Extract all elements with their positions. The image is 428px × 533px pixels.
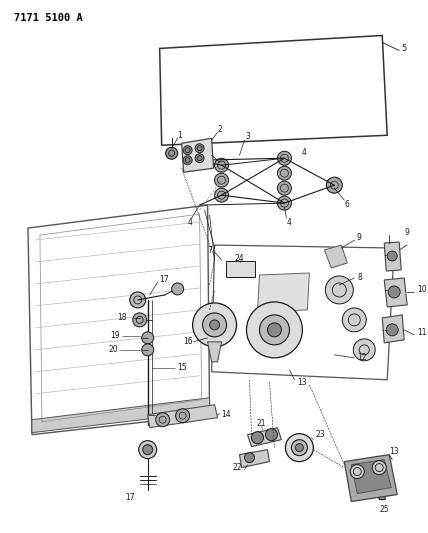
Text: 17: 17 [125, 493, 134, 502]
Text: 13: 13 [297, 378, 307, 387]
Text: 9: 9 [404, 228, 409, 237]
Text: 7: 7 [208, 246, 213, 255]
Text: 2: 2 [217, 125, 222, 134]
Circle shape [350, 465, 364, 479]
Polygon shape [247, 427, 282, 447]
Text: 9: 9 [356, 232, 361, 241]
FancyBboxPatch shape [226, 261, 256, 277]
Circle shape [277, 166, 291, 180]
Circle shape [172, 283, 184, 295]
Circle shape [193, 303, 237, 347]
Circle shape [291, 440, 307, 456]
Text: 10: 10 [417, 286, 427, 294]
Circle shape [268, 323, 282, 337]
Polygon shape [324, 245, 347, 268]
Text: 6: 6 [345, 200, 350, 208]
Text: 25: 25 [379, 505, 389, 514]
Circle shape [214, 188, 229, 202]
Circle shape [202, 313, 226, 337]
Circle shape [142, 344, 154, 356]
Circle shape [388, 286, 400, 298]
Circle shape [183, 156, 192, 165]
Circle shape [247, 302, 303, 358]
Circle shape [183, 146, 192, 155]
Wedge shape [353, 483, 385, 499]
Text: 16: 16 [183, 337, 193, 346]
Circle shape [342, 308, 366, 332]
Text: 11: 11 [417, 328, 427, 337]
Polygon shape [351, 459, 391, 494]
Text: 3: 3 [245, 132, 250, 141]
Text: 20: 20 [108, 345, 118, 354]
Text: 17: 17 [160, 276, 169, 285]
Text: 15: 15 [178, 364, 187, 372]
Text: 23: 23 [315, 430, 325, 439]
Polygon shape [344, 455, 397, 502]
Circle shape [214, 158, 229, 172]
Circle shape [175, 409, 190, 423]
Text: 21: 21 [257, 419, 266, 428]
Text: 1: 1 [177, 131, 182, 140]
Text: 14: 14 [222, 410, 231, 419]
Text: 22: 22 [233, 463, 242, 472]
Circle shape [252, 432, 264, 443]
Polygon shape [384, 242, 401, 271]
Circle shape [195, 154, 204, 163]
Text: 13: 13 [389, 447, 399, 456]
Polygon shape [382, 315, 404, 343]
Circle shape [265, 429, 277, 441]
Text: 8: 8 [357, 273, 362, 282]
Circle shape [130, 292, 146, 308]
Circle shape [142, 332, 154, 344]
Polygon shape [258, 273, 309, 312]
Text: 19: 19 [110, 332, 120, 341]
Circle shape [285, 434, 313, 462]
Circle shape [387, 251, 397, 261]
Circle shape [259, 315, 289, 345]
Circle shape [139, 441, 157, 458]
Text: 12: 12 [357, 353, 367, 362]
Circle shape [295, 443, 303, 451]
Text: 24: 24 [235, 254, 244, 263]
Polygon shape [181, 138, 214, 172]
Text: 18: 18 [117, 313, 127, 322]
Polygon shape [384, 278, 407, 307]
Polygon shape [208, 342, 222, 362]
Circle shape [133, 313, 147, 327]
Text: 5: 5 [401, 44, 407, 53]
Polygon shape [240, 450, 270, 467]
Circle shape [353, 339, 375, 361]
Circle shape [156, 413, 169, 427]
Circle shape [195, 144, 204, 153]
Circle shape [244, 453, 255, 463]
Circle shape [372, 461, 386, 474]
Circle shape [386, 324, 398, 336]
Polygon shape [32, 398, 210, 433]
Polygon shape [148, 405, 217, 427]
Text: 7171 5100 A: 7171 5100 A [14, 12, 83, 22]
Circle shape [326, 177, 342, 193]
Circle shape [166, 147, 178, 159]
Circle shape [214, 173, 229, 187]
Circle shape [277, 196, 291, 210]
Circle shape [277, 151, 291, 165]
Circle shape [325, 276, 353, 304]
Circle shape [277, 181, 291, 195]
Text: 4: 4 [302, 148, 307, 157]
Text: 4: 4 [287, 217, 292, 227]
Circle shape [143, 445, 153, 455]
Text: 4: 4 [187, 217, 192, 227]
Circle shape [210, 320, 220, 330]
